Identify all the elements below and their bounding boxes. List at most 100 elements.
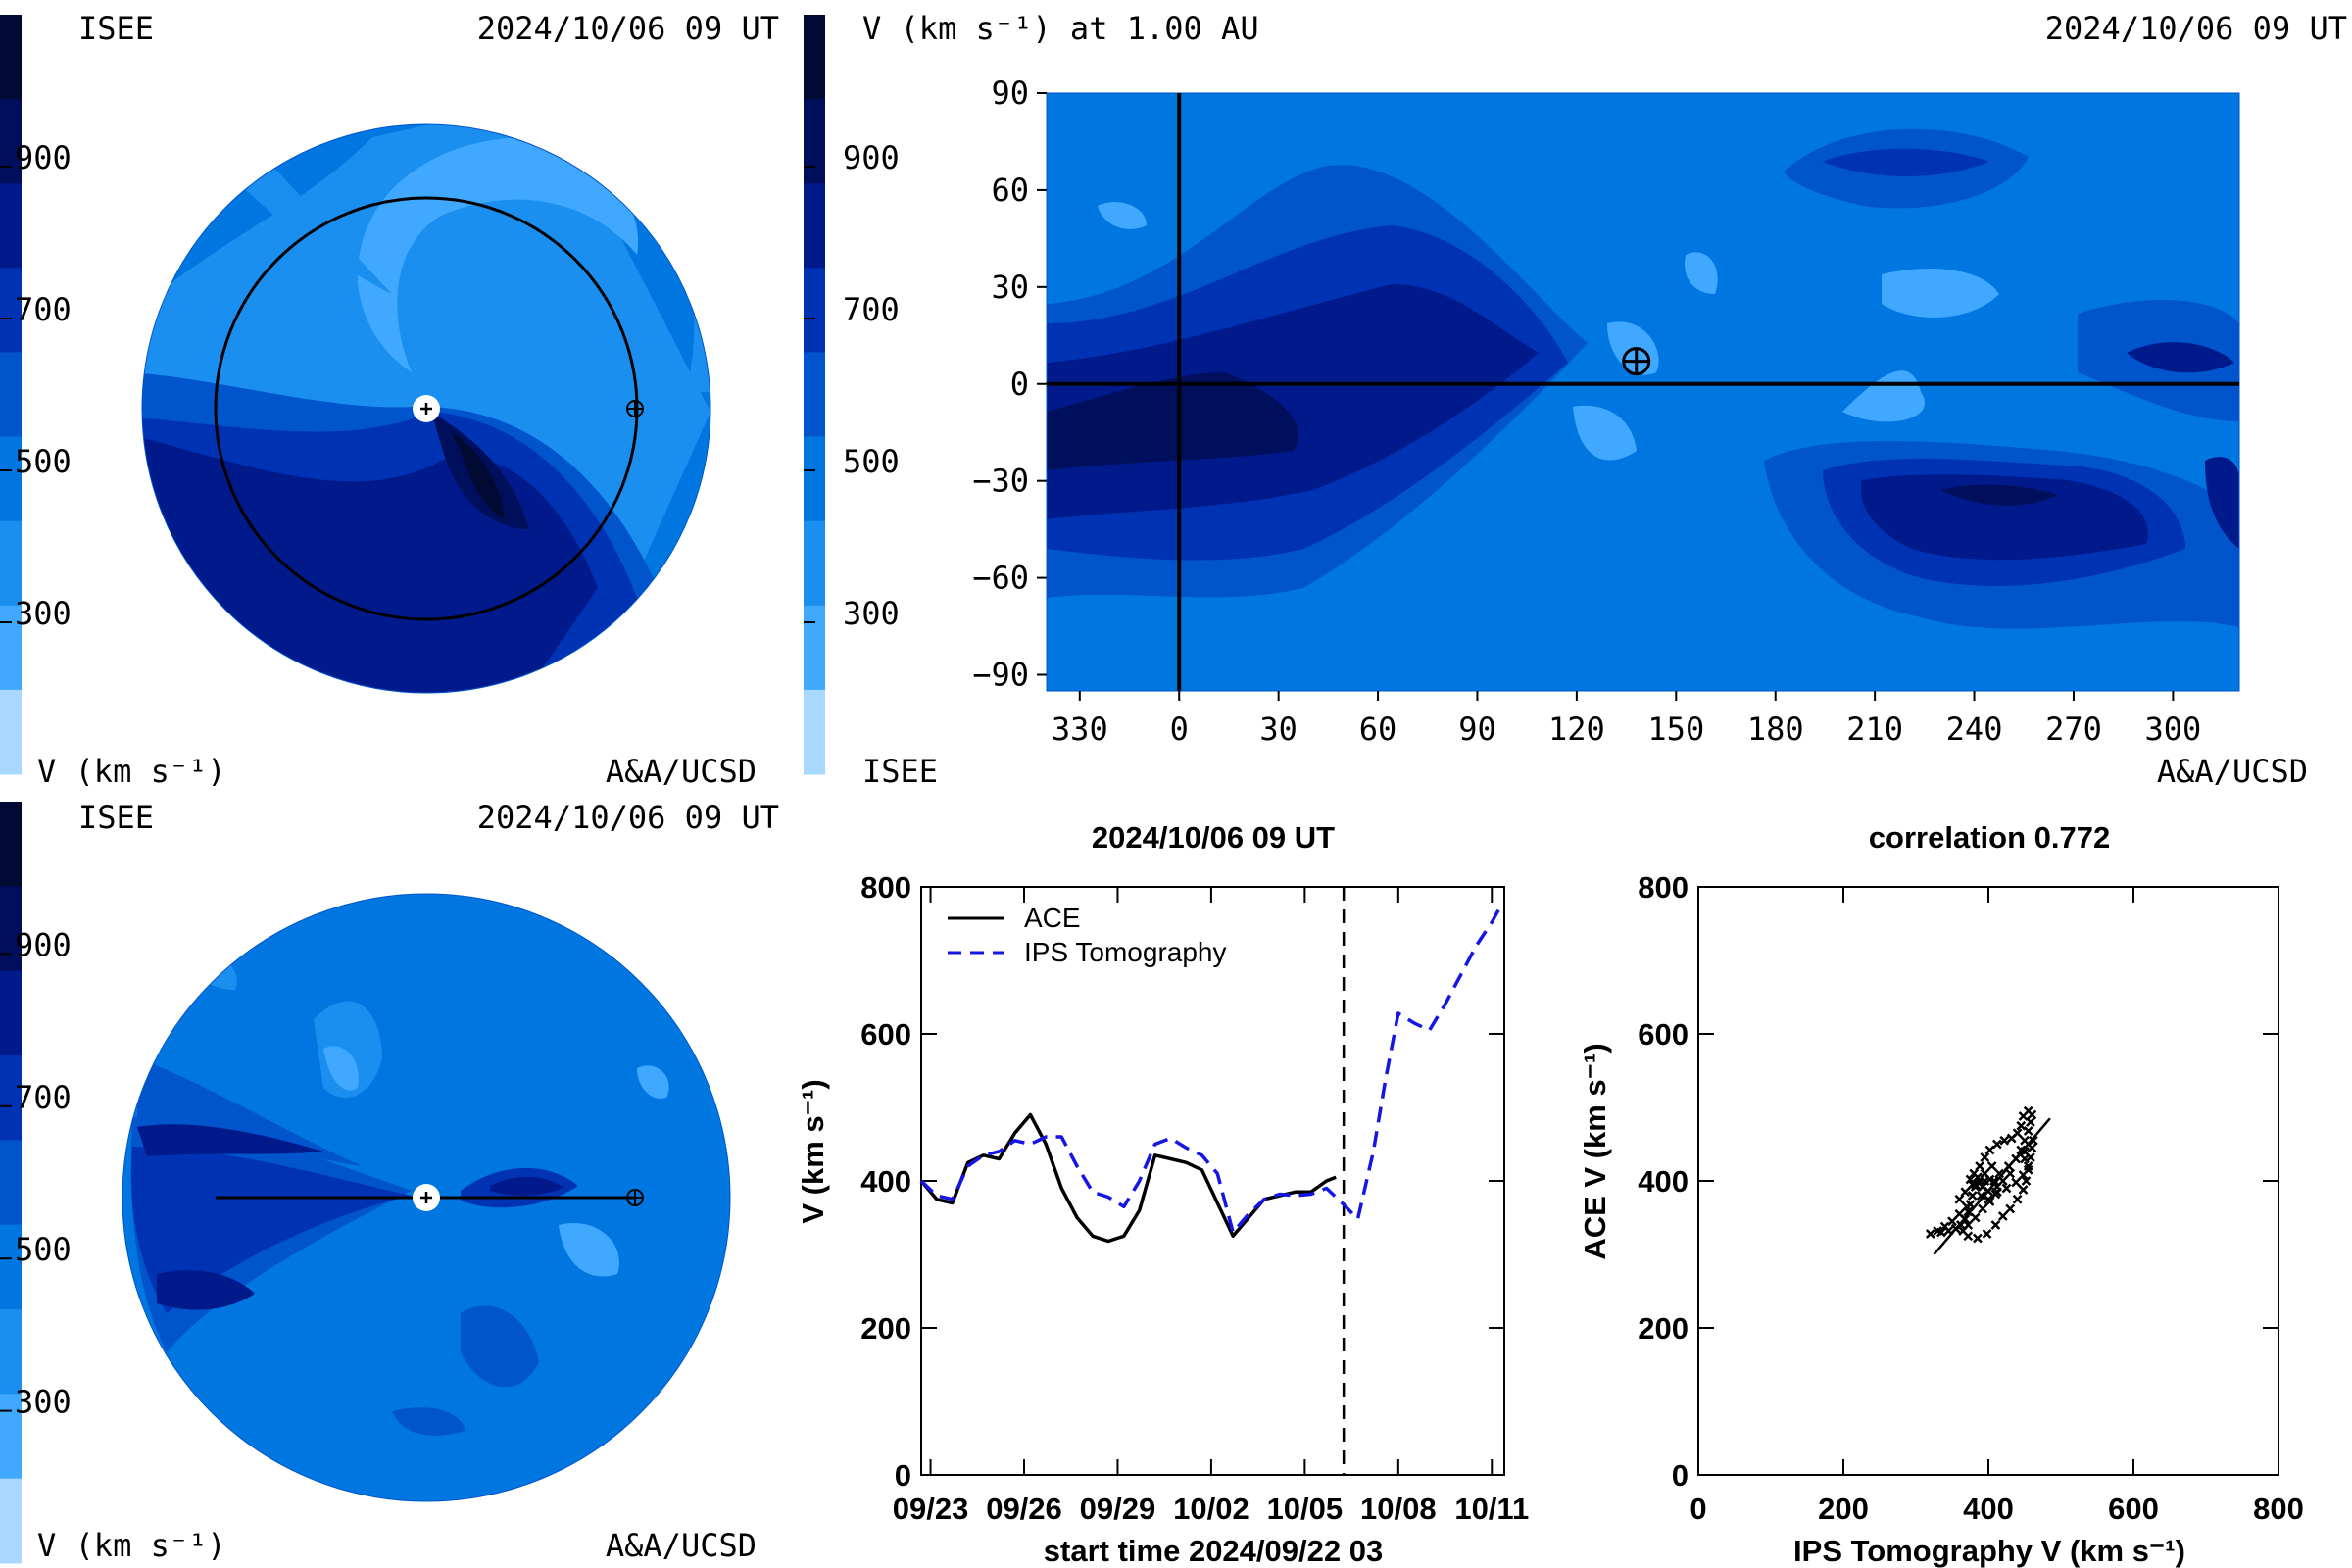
heatmap-x-tick-label: 210 (1846, 710, 1903, 748)
colorbar-swatch (0, 1478, 22, 1564)
scatter-point (1973, 1172, 1983, 1183)
legend-label-ace: ACE (1024, 903, 1081, 933)
panel-bl-credit: A&A/UCSD (606, 1527, 757, 1564)
scatter-point (2011, 1177, 2022, 1188)
scatter-point (2003, 1161, 2014, 1171)
scatter-point (2028, 1135, 2038, 1146)
scatter-x-tick-label: 800 (2253, 1492, 2304, 1526)
earth-marker-icon (626, 400, 644, 417)
colorbar-swatch (0, 15, 22, 100)
colorbar-tick-label: 900 (15, 926, 72, 963)
sun-cross-icon (420, 403, 432, 415)
timeseries-x-tick-label: 09/29 (1080, 1492, 1156, 1526)
colorbar-swatch (0, 605, 22, 691)
heatmap-x-tick-label: 120 (1548, 710, 1605, 748)
colorbar-swatch (0, 689, 22, 775)
colorbar-tick-label: 700 (843, 291, 900, 328)
timeseries-x-tick-label: 10/08 (1360, 1492, 1437, 1526)
scatter-point (1954, 1208, 1965, 1219)
series-line-ace (919, 1112, 1337, 1244)
colorbar-top-left: 900 700 500 300 (0, 15, 72, 775)
panel-tl-colorbar-unit: V (km s⁻¹) (37, 753, 226, 790)
scatter-point (2027, 1143, 2037, 1153)
heatmap-y-tick-label: 60 (991, 172, 1029, 209)
heatmap-y-tick-label: −30 (972, 463, 1029, 500)
scatter-axes: 0 200 400 600 800 0 200 400 600 800 (1638, 870, 2304, 1526)
scatter-point (1999, 1135, 2010, 1146)
timeseries-y-tick-label: 0 (895, 1458, 911, 1493)
map-title: V (km s⁻¹) at 1.00 AU (862, 10, 1259, 47)
scatter-point (1997, 1211, 2008, 1221)
panel-tr-credit: A&A/UCSD (2157, 753, 2308, 790)
colorbar-swatch (0, 520, 22, 607)
scatter-point (1997, 1176, 2008, 1186)
colorbar-tick-label: 300 (15, 1384, 72, 1421)
colorbar-swatch (0, 1309, 22, 1395)
scatter-y-tick-label: 400 (1638, 1164, 1689, 1199)
colorbar-swatch (0, 1224, 22, 1310)
scatter-point (2020, 1135, 2030, 1146)
scatter-point (2018, 1170, 2029, 1180)
colorbar-swatch (0, 1394, 22, 1480)
timeseries-y-tick-label: 600 (860, 1017, 911, 1052)
scatter-point (2001, 1183, 2012, 1194)
panel-tl-timestamp: 2024/10/06 09 UT (477, 10, 779, 47)
scatter-point (2011, 1153, 2022, 1164)
earth-marker-bottom-icon (626, 1189, 644, 1206)
scatter-point (1980, 1168, 1990, 1179)
panel-time-series: 2024/10/06 09 UT start time 2024/09/22 0… (796, 820, 1529, 1568)
timeseries-series (919, 904, 1503, 1244)
scatter-point (1973, 1233, 1983, 1244)
colorbar-swatch (804, 15, 825, 100)
colorbar-swatch (0, 436, 22, 522)
scatter-point (1991, 1139, 2002, 1150)
scatter-x-tick-label: 600 (2108, 1492, 2159, 1526)
colorbar-tick-label: 700 (15, 291, 72, 328)
colorbar-swatch (804, 352, 825, 438)
heatmap-y-tick-label: −90 (972, 657, 1029, 694)
colorbar-tick-label: 500 (843, 443, 900, 480)
colorbar-tick-label: 700 (15, 1079, 72, 1116)
scatter-point (1967, 1191, 1978, 1200)
colorbar-swatch (0, 1055, 22, 1141)
scatter-point (1960, 1187, 1971, 1198)
scatter-point (1975, 1161, 1985, 1171)
scatter-y-tick-label: 600 (1638, 1017, 1689, 1052)
scatter-point (2005, 1203, 2016, 1214)
scatter-point (1970, 1179, 1981, 1190)
colorbar-tick-label: 500 (15, 1231, 72, 1268)
scatter-point (2012, 1194, 2023, 1204)
colorbar-swatch (804, 689, 825, 775)
scatter-point (2026, 1117, 2035, 1127)
heatmap-y-tick-label: 30 (991, 269, 1029, 306)
sun-cross-icon-bottom (420, 1192, 432, 1203)
scatter-point (2023, 1126, 2034, 1136)
scatter-y-tick-label: 200 (1638, 1311, 1689, 1346)
timeseries-title: 2024/10/06 09 UT (1092, 820, 1335, 855)
scatter-xlabel: IPS Tomography V (km s⁻¹) (1793, 1534, 2185, 1568)
colorbar-top-right: 900 700 500 300 (804, 15, 900, 775)
heatmap-x-tick-label: 150 (1647, 710, 1704, 748)
heatmap-x-tick-label: 60 (1359, 710, 1397, 748)
panel-bottom-left: 900 700 500 300 ISEE 2024/10/06 09 UT V (km… (0, 799, 779, 1564)
heatmap-x-tick-label: 0 (1170, 710, 1189, 748)
panel-tl-credit: A&A/UCSD (606, 753, 757, 790)
colorbar-swatch (804, 183, 825, 269)
colorbar-tick-label: 300 (843, 595, 900, 632)
scatter-y-tick-label: 800 (1638, 870, 1689, 905)
heatmap-x-tick-label: 240 (1946, 710, 2003, 748)
colorbar-swatch (0, 268, 22, 353)
panel-tr-timestamp: 2024/10/06 09 UT (2045, 10, 2347, 47)
scatter-point (2023, 1161, 2034, 1171)
scatter-point (2018, 1185, 2029, 1195)
panel-tr-label-left: ISEE (862, 753, 938, 790)
heatmap-x-tick-label: 300 (2144, 710, 2201, 748)
colorbar-swatch (804, 99, 825, 184)
scatter-point (1984, 1194, 1993, 1204)
scatter-x-tick-label: 400 (1963, 1492, 2014, 1526)
colorbar-bottom-left: 900 700 500 300 (0, 802, 72, 1564)
scatter-point (1967, 1179, 1978, 1190)
colorbar-swatch (0, 970, 22, 1056)
